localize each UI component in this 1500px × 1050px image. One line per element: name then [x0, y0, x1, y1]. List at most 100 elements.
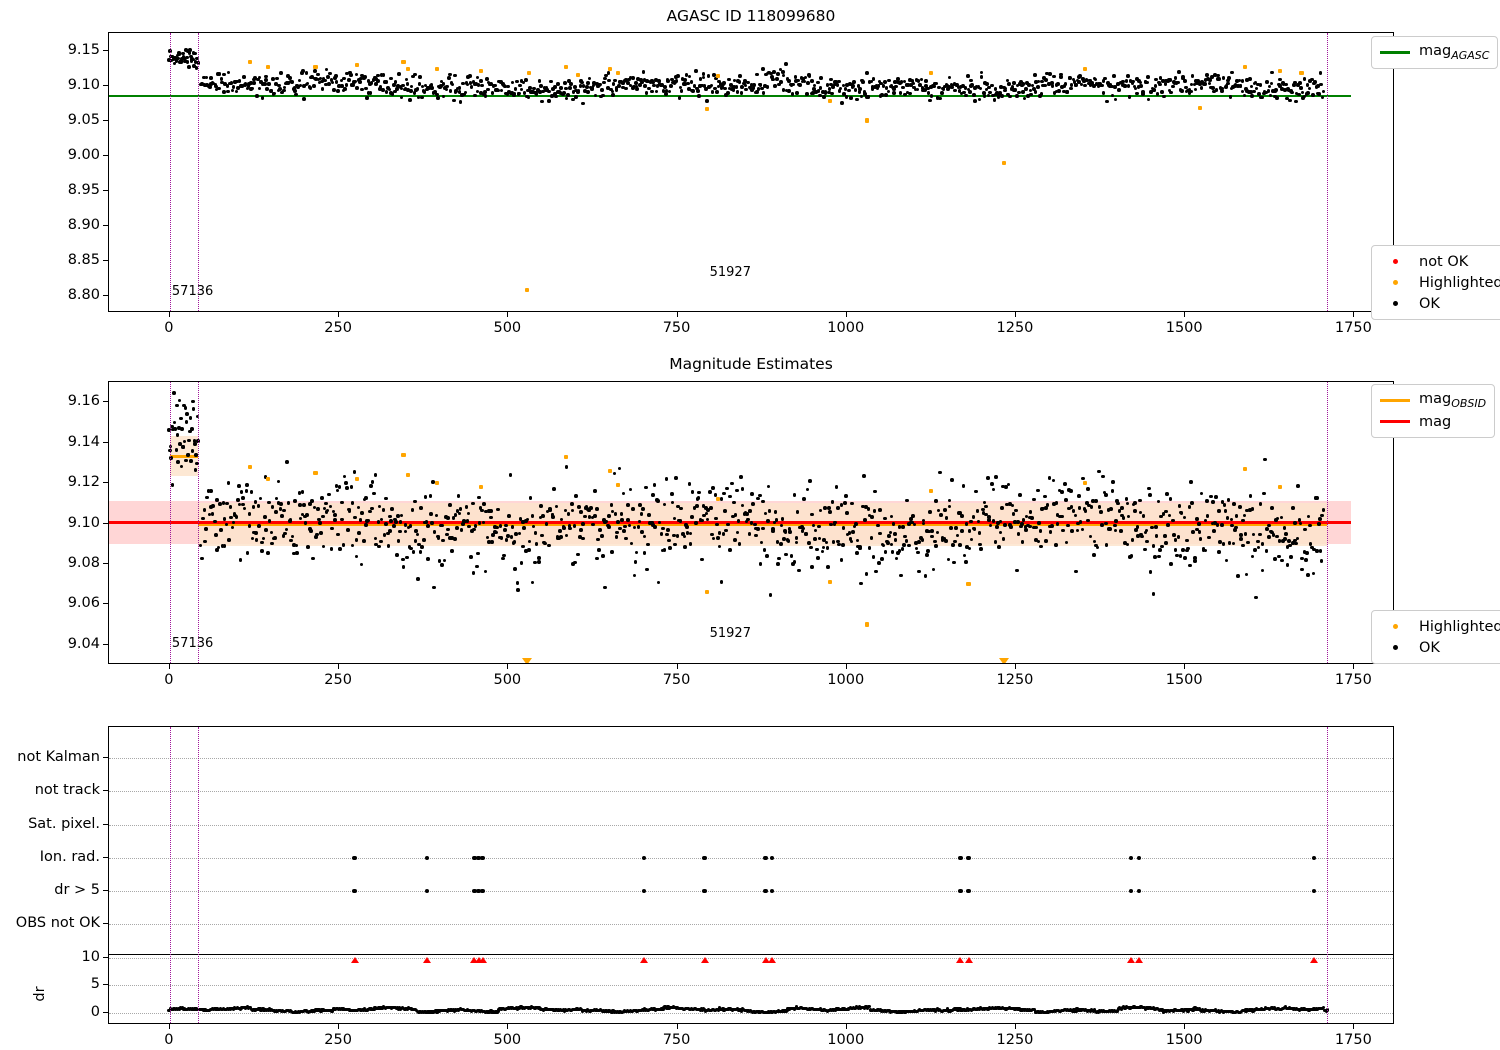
- data-point-ok: [693, 69, 698, 73]
- data-point-ok: [776, 562, 780, 567]
- data-point-ok: [997, 545, 1001, 549]
- data-point-ok: [270, 505, 275, 509]
- data-point-ok: [1148, 493, 1152, 498]
- data-point-ok: [334, 484, 339, 489]
- data-point-highlighted: [355, 63, 360, 68]
- data-point-ok: [709, 83, 714, 88]
- data-point-ok: [456, 494, 461, 499]
- data-point-ok: [536, 88, 540, 92]
- panel1-ytick-mark: [103, 49, 108, 51]
- data-point-ok: [341, 543, 346, 547]
- data-point-ok: [914, 78, 919, 82]
- data-point-ok: [473, 93, 477, 98]
- data-point-ok: [766, 484, 771, 489]
- data-point-ok: [607, 525, 611, 529]
- data-point-ok: [873, 489, 877, 494]
- data-point-ok: [713, 86, 717, 91]
- data-point-ok: [579, 510, 584, 514]
- data-point-ok: [458, 507, 463, 511]
- data-point-ok: [226, 89, 230, 94]
- data-point-ok: [415, 532, 420, 537]
- data-point-ok: [298, 503, 302, 507]
- data-point-ok: [878, 531, 882, 536]
- data-point-ok: [947, 498, 952, 503]
- legend-row: mag: [1380, 411, 1486, 432]
- data-point-ok: [489, 509, 493, 513]
- data-point-ok: [278, 87, 283, 91]
- data-point-ok: [881, 84, 886, 89]
- data-point-ok: [186, 49, 190, 54]
- data-point-ok: [1195, 81, 1200, 86]
- data-point-ok: [1286, 88, 1291, 93]
- data-point-ok: [503, 528, 507, 532]
- data-point-ok: [285, 460, 289, 465]
- data-point-ok: [1297, 92, 1301, 97]
- data-point-ok: [248, 81, 253, 85]
- data-point-ok: [428, 494, 433, 498]
- data-point-ok: [1222, 502, 1227, 507]
- panel2-ytick-mark: [103, 441, 108, 443]
- data-point-ok: [567, 79, 571, 83]
- data-point-ok: [1300, 567, 1305, 572]
- data-point-ok: [661, 1007, 665, 1011]
- data-point-ok: [914, 546, 919, 551]
- panel1-xtick-mark: [338, 312, 340, 317]
- data-point-ok: [384, 79, 389, 84]
- data-point-ok: [264, 77, 268, 82]
- data-point-ok: [712, 73, 716, 77]
- data-point-ok: [1016, 519, 1020, 524]
- data-point-ok: [398, 519, 403, 524]
- data-point-ok: [510, 525, 515, 530]
- data-point-ok: [958, 85, 963, 89]
- data-point-ok: [1303, 527, 1307, 532]
- data-point-ok: [483, 90, 487, 94]
- panel3-dr-ytick-label: 0: [90, 1004, 100, 1020]
- data-point-ok: [991, 93, 995, 98]
- data-point-ok: [453, 1009, 457, 1013]
- data-point-highlighted: [479, 68, 484, 73]
- data-point-ok: [1236, 573, 1240, 578]
- data-point-ok: [559, 535, 564, 539]
- data-point-ok: [752, 83, 756, 87]
- data-point-ok: [701, 72, 706, 76]
- data-point-ok: [1262, 491, 1266, 496]
- data-point-ok: [1027, 83, 1031, 87]
- data-point-ok: [192, 63, 197, 68]
- panel2-legend-points: Highlighted OK: [1371, 610, 1500, 664]
- data-point-ok: [1297, 518, 1302, 522]
- data-point-ok: [374, 542, 378, 547]
- data-point-ok: [1138, 80, 1143, 85]
- data-point-ok: [527, 539, 532, 544]
- data-point-highlighted: [615, 70, 621, 75]
- data-point-ok: [736, 519, 741, 523]
- data-point-highlighted: [1242, 466, 1247, 471]
- data-point-ok: [222, 517, 227, 522]
- data-point-ok: [928, 510, 932, 514]
- data-point-ok: [491, 533, 496, 537]
- data-point-ok: [1157, 554, 1161, 559]
- data-point-ok: [1143, 1005, 1147, 1009]
- data-point-ok: [401, 557, 405, 562]
- data-point-ok: [1154, 534, 1159, 538]
- data-point-ok: [758, 493, 762, 498]
- data-point-ok: [340, 84, 344, 88]
- data-point-ok: [687, 74, 692, 79]
- data-point-ok: [624, 536, 628, 541]
- data-point-ok: [264, 527, 269, 532]
- data-point-ok: [259, 540, 264, 545]
- data-point-ok: [911, 514, 916, 518]
- data-point-ok: [696, 89, 700, 93]
- data-point-ok: [1287, 539, 1291, 543]
- data-point-ok: [715, 90, 719, 94]
- data-point-ok: [399, 86, 404, 91]
- data-point-ok: [891, 522, 896, 526]
- panel3-dr-gridline: [109, 985, 1393, 986]
- data-point-ok: [622, 529, 626, 534]
- panel3-category-label: Sat. pixel.: [28, 816, 100, 832]
- data-point-ok: [845, 83, 849, 87]
- data-point-ok: [935, 530, 940, 535]
- data-point-ok: [1190, 74, 1195, 79]
- data-point-ok: [482, 502, 486, 506]
- data-point-ok: [1003, 523, 1007, 527]
- data-point-ok: [1136, 855, 1142, 861]
